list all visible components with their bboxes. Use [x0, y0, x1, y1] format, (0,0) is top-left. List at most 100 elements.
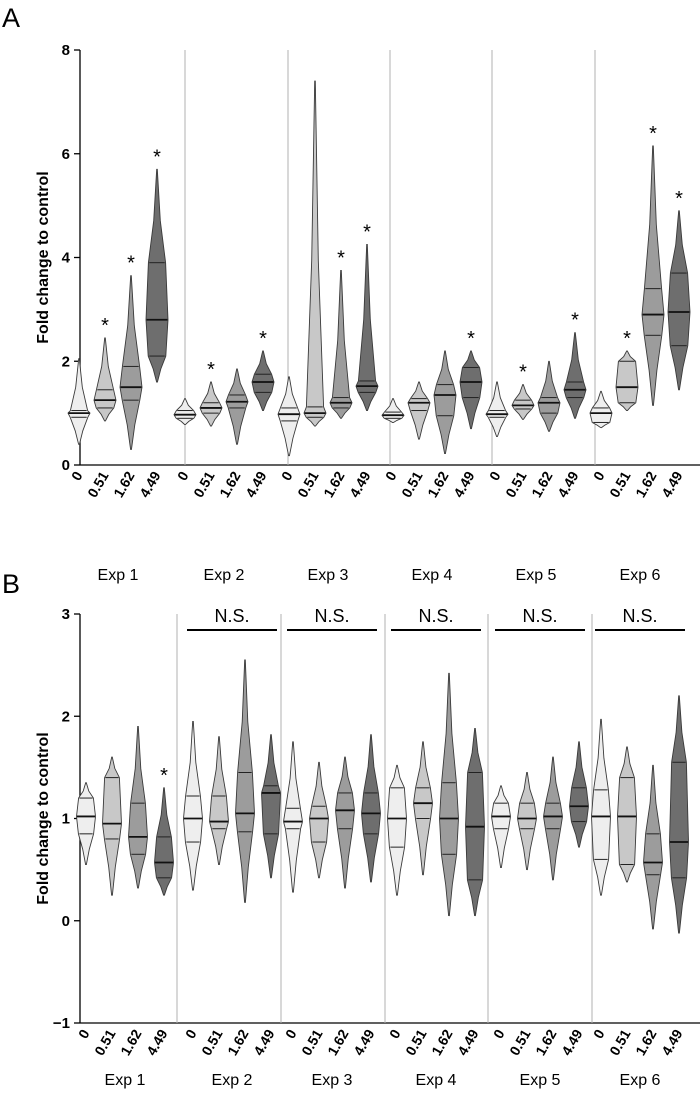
violin-exp2-dose-0: [183, 720, 203, 891]
violin-exp5-dose-0: [491, 785, 511, 869]
significance-mark: *: [337, 247, 345, 269]
group-label: Exp 6: [620, 1072, 661, 1089]
significance-mark: *: [519, 362, 527, 384]
violin-exp2-dose-1: [199, 381, 223, 427]
violin-exp4-dose-2: [433, 350, 457, 455]
dose-tick-label: 0: [174, 468, 192, 483]
ns-label: N.S.: [214, 606, 249, 626]
violin-exp6-dose-2: [641, 145, 665, 406]
violin-exp1-dose-3: [145, 168, 169, 383]
group-label: Exp 5: [516, 567, 557, 584]
violin-exp4-dose-3: [459, 350, 483, 430]
panel-a-letter: A: [2, 3, 20, 33]
violin-exp1-dose-0: [76, 782, 96, 865]
violin-exp5-dose-0: [485, 381, 509, 437]
dose-tick-label: 0.51: [402, 1026, 430, 1058]
violin-exp6-dose-0: [591, 718, 611, 896]
significance-mark: *: [363, 222, 371, 244]
group-label: Exp 4: [412, 567, 453, 584]
violin-exp2-dose-1: [209, 736, 229, 865]
dose-tick-label: 4.49: [450, 468, 478, 500]
violin-exp1-dose-2: [119, 275, 143, 450]
y-tick-label: 2: [62, 708, 70, 725]
significance-mark: *: [675, 188, 683, 210]
dose-tick-label: 4.49: [454, 1026, 482, 1058]
panel-b-letter: B: [2, 569, 20, 599]
violin-exp3-dose-2: [335, 756, 355, 889]
dose-tick-label: 4.49: [143, 1026, 171, 1058]
dose-tick-label: 4.49: [136, 468, 164, 500]
significance-mark: *: [160, 765, 168, 787]
violin-exp2-dose-2: [225, 368, 249, 445]
violin-exp4-dose-0: [381, 398, 405, 423]
dose-tick-label: 0: [75, 1026, 93, 1041]
dose-tick-label: 0: [590, 1026, 608, 1041]
dose-tick-label: 0.51: [606, 1026, 634, 1058]
significance-mark: *: [623, 328, 631, 350]
dose-tick-label: 0: [490, 1026, 508, 1041]
y-tick-label: 8: [62, 42, 70, 59]
group-label: Exp 3: [312, 1072, 353, 1089]
y-tick-label: 2: [62, 353, 70, 370]
violin-exp3-dose-0: [277, 376, 301, 457]
dose-tick-label: 0: [386, 1026, 404, 1041]
violin-exp5-dose-2: [543, 756, 563, 881]
group-label: Exp 2: [204, 567, 245, 584]
dose-tick-label: 0.51: [606, 468, 634, 500]
dose-tick-label: 0: [68, 468, 86, 483]
violin-exp6-dose-2: [643, 764, 663, 930]
violin-exp2-dose-0: [173, 398, 197, 425]
dose-tick-label: 0.51: [298, 1026, 326, 1058]
dose-tick-label: 4.49: [250, 1026, 278, 1058]
dose-tick-label: 0.51: [84, 468, 112, 500]
significance-mark: *: [153, 146, 161, 168]
dose-tick-label: 0.51: [91, 1026, 119, 1058]
dose-tick-label: 4.49: [350, 1026, 378, 1058]
violin-exp6-dose-3: [667, 210, 691, 391]
violin-exp1-dose-0: [67, 358, 91, 445]
dose-tick-label: 4.49: [346, 468, 374, 500]
group-label: Exp 3: [308, 567, 349, 584]
dose-tick-label: 4.49: [554, 468, 582, 500]
dose-tick-label: 1.62: [632, 468, 660, 500]
violin-exp4-dose-3: [465, 728, 485, 917]
violin-exp3-dose-0: [283, 741, 303, 893]
dose-tick-label: 0: [278, 468, 296, 483]
dose-tick-label: 1.62: [320, 468, 348, 500]
violin-exp2-dose-3: [251, 350, 275, 411]
y-tick-label: 1: [62, 811, 70, 828]
violin-exp1-dose-3: [154, 787, 174, 896]
violin-exp1-dose-1: [102, 756, 122, 896]
y-tick-label: 4: [62, 250, 71, 267]
group-label: Exp 5: [520, 1072, 561, 1089]
violin-exp3-dose-2: [329, 270, 353, 419]
violin-exp5-dose-1: [511, 384, 535, 420]
dose-tick-label: 0.51: [294, 468, 322, 500]
violin-exp3-dose-3: [361, 734, 381, 883]
violin-exp5-dose-1: [517, 772, 537, 871]
dose-tick-label: 1.62: [632, 1026, 660, 1058]
y-tick-label: 0: [62, 913, 70, 930]
dose-tick-label: 4.49: [242, 468, 270, 500]
violin-exp3-dose-1: [303, 80, 327, 427]
dose-tick-label: 4.49: [558, 1026, 586, 1058]
y-tick-label: −1: [53, 1015, 70, 1032]
violin-exp6-dose-1: [615, 350, 639, 411]
violin-exp3-dose-3: [355, 244, 379, 411]
dose-tick-label: 1.62: [424, 468, 452, 500]
violin-exp4-dose-2: [439, 672, 459, 917]
violin-exp2-dose-3: [261, 734, 281, 879]
violin-exp6-dose-3: [669, 695, 689, 934]
dose-tick-label: 0.51: [198, 1026, 226, 1058]
significance-mark: *: [207, 359, 215, 381]
y-tick-label: 0: [62, 457, 70, 474]
significance-mark: *: [127, 253, 135, 275]
group-label: Exp 2: [212, 1072, 253, 1089]
violin-exp4-dose-0: [387, 764, 407, 896]
violin-exp6-dose-1: [617, 746, 637, 883]
dose-tick-label: 1.62: [532, 1026, 560, 1058]
significance-mark: *: [259, 328, 267, 350]
ns-label: N.S.: [314, 606, 349, 626]
violin-exp5-dose-2: [537, 360, 561, 432]
